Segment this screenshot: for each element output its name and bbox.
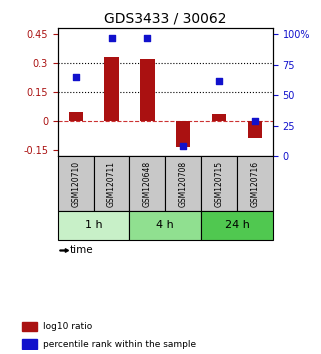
FancyBboxPatch shape bbox=[94, 156, 129, 211]
Point bbox=[216, 78, 221, 84]
FancyBboxPatch shape bbox=[58, 156, 94, 211]
Point bbox=[109, 35, 114, 41]
Text: GSM120648: GSM120648 bbox=[143, 161, 152, 207]
Bar bbox=[248, 121, 262, 138]
Text: GSM120716: GSM120716 bbox=[250, 161, 259, 207]
FancyBboxPatch shape bbox=[129, 156, 165, 211]
FancyBboxPatch shape bbox=[165, 156, 201, 211]
Text: GSM120715: GSM120715 bbox=[214, 161, 224, 207]
Text: log10 ratio: log10 ratio bbox=[43, 322, 92, 331]
Text: GSM120711: GSM120711 bbox=[107, 161, 116, 207]
FancyBboxPatch shape bbox=[201, 211, 273, 240]
Bar bbox=[176, 121, 190, 147]
Bar bbox=[104, 57, 119, 121]
Text: percentile rank within the sample: percentile rank within the sample bbox=[43, 339, 196, 349]
Point bbox=[252, 118, 257, 124]
FancyBboxPatch shape bbox=[237, 156, 273, 211]
Text: 1 h: 1 h bbox=[85, 220, 102, 230]
Text: GSM120710: GSM120710 bbox=[71, 161, 80, 207]
Text: GSM120708: GSM120708 bbox=[179, 161, 188, 207]
FancyBboxPatch shape bbox=[58, 211, 129, 240]
Bar bbox=[69, 112, 83, 121]
Text: time: time bbox=[70, 245, 93, 256]
Bar bbox=[22, 339, 37, 349]
Point bbox=[73, 74, 78, 80]
FancyArrow shape bbox=[60, 249, 69, 252]
Point bbox=[145, 35, 150, 41]
Bar bbox=[22, 322, 37, 331]
Bar bbox=[212, 114, 226, 121]
FancyBboxPatch shape bbox=[201, 156, 237, 211]
Text: 24 h: 24 h bbox=[225, 220, 249, 230]
Bar bbox=[140, 59, 155, 121]
FancyBboxPatch shape bbox=[129, 211, 201, 240]
Title: GDS3433 / 30062: GDS3433 / 30062 bbox=[104, 12, 227, 26]
Text: 4 h: 4 h bbox=[156, 220, 174, 230]
Point bbox=[181, 144, 186, 149]
